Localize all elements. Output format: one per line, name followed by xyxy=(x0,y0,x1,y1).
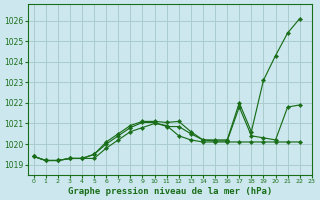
X-axis label: Graphe pression niveau de la mer (hPa): Graphe pression niveau de la mer (hPa) xyxy=(68,187,272,196)
